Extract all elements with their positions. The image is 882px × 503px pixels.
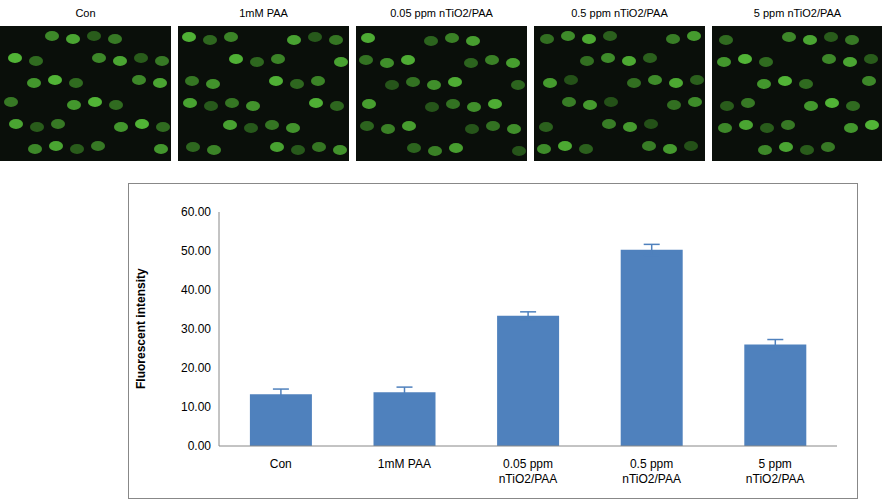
svg-text:50.00: 50.00 (181, 244, 211, 258)
svg-text:0.00: 0.00 (188, 439, 212, 453)
html-text:5 ppm nTiO2/PAA: 5 ppm nTiO2/PAA (753, 7, 842, 19)
svg-text:40.00: 40.00 (181, 283, 211, 297)
svg-text:60.00: 60.00 (181, 205, 211, 219)
svg-text:5 ppmnTiO2/PAA: 5 ppmnTiO2/PAA (746, 457, 805, 486)
svg-text:Con: Con (270, 457, 292, 471)
svg-text:20.00: 20.00 (181, 361, 211, 375)
svg-text:1mM PAA: 1mM PAA (378, 457, 431, 471)
svg-text:0.5 ppmnTiO2/PAA: 0.5 ppmnTiO2/PAA (622, 457, 681, 486)
svg-text:30.00: 30.00 (181, 322, 211, 336)
html-text:1mM PAA: 1mM PAA (239, 7, 288, 19)
html-text:0.05 ppm nTiO2/PAA: 0.05 ppm nTiO2/PAA (390, 7, 493, 19)
svg-text:10.00: 10.00 (181, 400, 211, 414)
svg-text:Fluorescent intensity: Fluorescent intensity (134, 268, 148, 389)
html-text:Con: Con (75, 7, 96, 19)
html-text:0.5 ppm nTiO2/PAA: 0.5 ppm nTiO2/PAA (571, 7, 668, 19)
svg-text:0.05 ppmnTiO2/PAA: 0.05 ppmnTiO2/PAA (499, 457, 558, 486)
